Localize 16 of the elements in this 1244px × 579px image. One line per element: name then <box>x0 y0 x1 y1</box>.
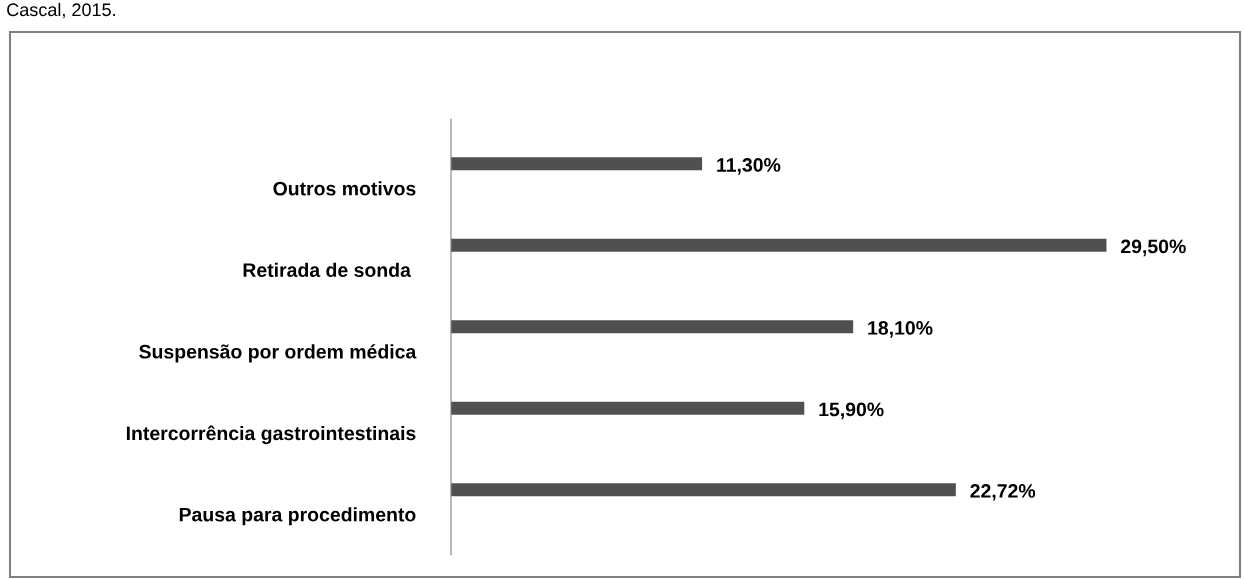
y-tick-label: Retirada de sonda <box>243 262 412 277</box>
data-label: 15,90% <box>819 402 884 420</box>
bar <box>451 401 805 415</box>
data-label: 29,50% <box>1121 239 1186 257</box>
text: Cascal, 2015. <box>7 2 115 19</box>
bar <box>451 238 1107 252</box>
bar <box>451 157 703 171</box>
data-label: 18,10% <box>868 321 933 338</box>
data-label: 22,72% <box>970 484 1036 501</box>
data-label: 11,30% <box>717 158 781 175</box>
y-tick-label: Outros motivos <box>273 181 416 196</box>
y-tick-label: Suspensão por ordem médica <box>139 344 417 363</box>
y-tick-label: Pausa para procedimento <box>179 507 416 526</box>
bar <box>451 483 956 497</box>
bar <box>451 320 854 334</box>
y-tick-label: Intercorrência gastrointestinais <box>126 425 416 445</box>
